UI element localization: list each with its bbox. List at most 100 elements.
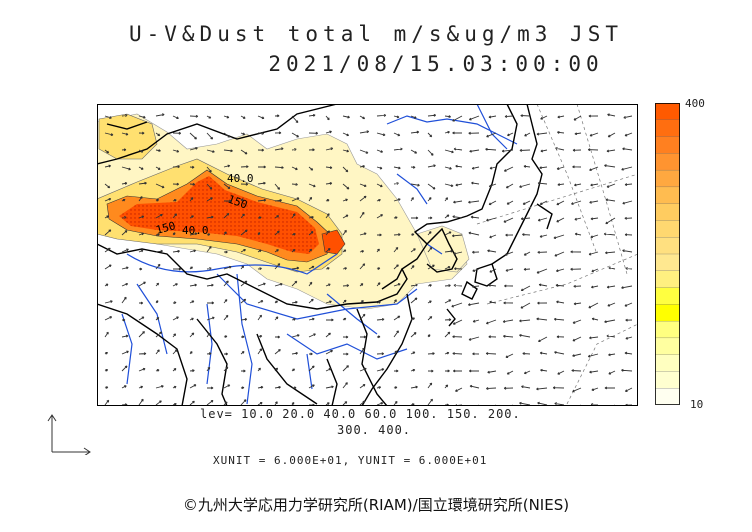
wind-arrow (519, 333, 531, 338)
wind-arrow (206, 301, 215, 305)
wind-arrow (240, 198, 244, 202)
wind-arrow (155, 113, 165, 117)
wind-arrow (240, 132, 246, 136)
wind-arrow (444, 115, 451, 119)
wind-arrow (325, 402, 330, 406)
wind-arrow (570, 250, 582, 254)
wind-arrow (570, 267, 582, 271)
wind-arrow (172, 301, 177, 305)
wind-arrow (172, 316, 179, 321)
wind-arrow (138, 115, 146, 119)
wind-arrow (540, 149, 548, 153)
wind-arrow (206, 332, 211, 338)
wind-arrow (189, 332, 195, 338)
wind-arrow (342, 335, 349, 339)
wind-arrow (427, 284, 432, 287)
wind-arrow (189, 197, 194, 202)
wind-arrow (427, 300, 432, 304)
wind-arrow (393, 283, 401, 287)
wind-arrow (274, 166, 284, 170)
wind-arrow (257, 367, 261, 372)
wind-arrow (393, 198, 401, 202)
wind-arrow (189, 317, 194, 321)
wind-arrow (472, 250, 480, 254)
wind-arrow (308, 196, 313, 202)
wind-arrow (621, 368, 633, 372)
wind-arrow (104, 283, 109, 287)
wind-arrow (427, 382, 433, 389)
wind-arrow (104, 229, 112, 236)
wind-arrow (189, 165, 195, 169)
wind-arrow (223, 250, 228, 254)
wind-arrow (325, 230, 330, 236)
wind-arrow (274, 300, 278, 304)
wind-arrow (607, 132, 616, 138)
wind-arrow (121, 114, 128, 117)
wind-arrow (138, 352, 147, 356)
wind-arrow (523, 370, 531, 375)
wind-arrow (155, 183, 165, 189)
wind-arrow (342, 284, 350, 287)
wind-arrow (468, 200, 480, 204)
wind-arrow (121, 230, 128, 236)
colorbar-cell (655, 337, 680, 356)
wind-arrow (291, 115, 299, 124)
wind-arrow (539, 200, 548, 205)
wind-arrow (155, 400, 162, 406)
wind-arrow (589, 370, 599, 374)
wind-arrow (359, 130, 370, 134)
wind-arrow (573, 115, 582, 121)
wind-arrow (555, 147, 565, 151)
wind-arrow (520, 217, 531, 221)
wind-arrow (454, 267, 463, 271)
wind-arrow (138, 181, 147, 185)
wind-arrow (537, 301, 548, 305)
wind-arrow (223, 132, 231, 138)
wind-arrow (240, 386, 245, 390)
wind-arrow (155, 233, 160, 237)
wind-arrow (555, 283, 565, 287)
wind-arrow (104, 386, 109, 390)
wind-arrow (308, 365, 315, 372)
colorbar-cell (655, 237, 680, 255)
wind-arrow (487, 370, 497, 374)
wind-arrow (308, 384, 315, 389)
wind-arrow (452, 352, 463, 355)
wind-arrow (155, 213, 163, 219)
wind-arrow (121, 282, 129, 287)
graticule (476, 104, 638, 405)
wind-arrow (622, 249, 633, 253)
wind-arrow (393, 132, 401, 137)
wind-arrow (489, 234, 497, 239)
wind-arrow (274, 147, 284, 151)
wind-arrow (624, 302, 633, 307)
wind-arrow (223, 401, 228, 406)
wind-arrow (410, 233, 415, 237)
wind-arrow (622, 147, 633, 151)
wind-arrow (359, 335, 367, 339)
wind-arrow (444, 130, 450, 134)
wind-arrow (206, 283, 214, 287)
wind-arrow (189, 300, 195, 304)
wind-arrow (138, 281, 146, 287)
wind-arrow (240, 149, 248, 155)
wind-arrow (485, 319, 497, 325)
colorbar-cell (655, 388, 680, 405)
wind-arrow (557, 115, 565, 119)
wind-arrow (359, 164, 365, 168)
wind-arrow (291, 318, 296, 321)
colorbar-cell (655, 270, 680, 289)
wind-arrow (556, 335, 565, 339)
wind-arrow (376, 132, 386, 137)
wind-arrow (274, 114, 280, 118)
wind-arrow (291, 197, 300, 202)
wind-arrow (522, 200, 531, 205)
wind-arrow (572, 148, 582, 152)
wind-arrow (155, 282, 160, 287)
wind-arrow (223, 314, 229, 321)
wind-arrow (393, 386, 398, 390)
wind-arrow (172, 131, 182, 135)
wind-arrow (359, 313, 366, 321)
wind-arrow (606, 149, 616, 153)
wind-arrow (589, 200, 599, 204)
